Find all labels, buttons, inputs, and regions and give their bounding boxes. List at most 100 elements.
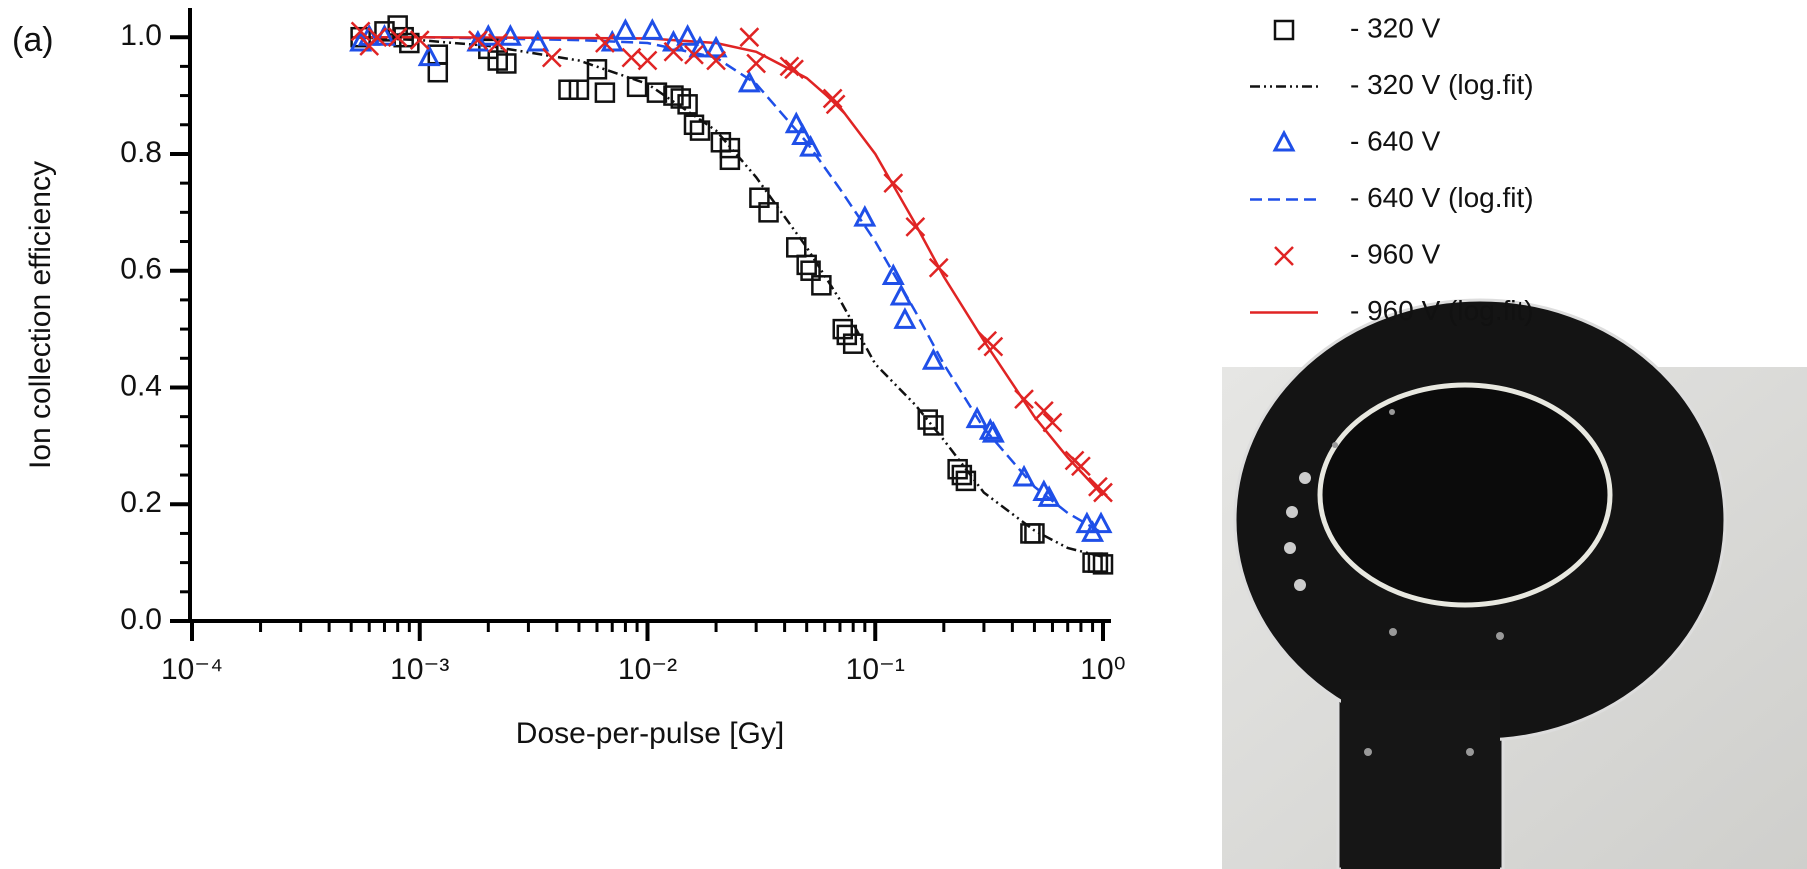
marker-square	[496, 53, 517, 74]
y-tick-label: 0.2	[120, 486, 162, 519]
marker-cross	[409, 30, 430, 50]
marker-triangle	[889, 283, 913, 306]
marker-cross	[663, 41, 684, 62]
marker-square	[1024, 523, 1045, 544]
marker-triangle	[417, 44, 441, 67]
marker-square	[1092, 554, 1114, 575]
marker-square	[786, 237, 807, 258]
marker-cross	[706, 50, 726, 71]
marker-square	[832, 318, 854, 340]
fit-line	[351, 35, 1104, 535]
marker-square	[758, 202, 779, 223]
marker-triangle	[784, 111, 808, 134]
marker-cross	[350, 21, 371, 42]
marker-cross	[1071, 456, 1091, 477]
marker-triangle	[688, 35, 712, 58]
marker-triangle	[640, 18, 664, 40]
marker-triangle	[965, 406, 989, 429]
marker-cross	[367, 27, 388, 48]
y-tick-label: 0.8	[120, 136, 162, 169]
marker-triangle	[613, 18, 637, 40]
marker-cross	[1014, 389, 1034, 410]
marker-cross	[883, 173, 904, 194]
legend-label: - 640 V	[1350, 125, 1441, 156]
marker-triangle	[676, 23, 700, 46]
marker-cross	[983, 336, 1004, 357]
x-tick-label: 10⁻¹	[846, 653, 905, 686]
x-tick-label: 10⁻³	[390, 653, 449, 686]
y-tick-label: 0.0	[120, 603, 162, 636]
marker-square	[558, 79, 579, 100]
marker-cross	[746, 53, 767, 74]
marker-triangle	[981, 420, 1005, 443]
marker-cross	[468, 30, 488, 50]
marker-cross	[739, 27, 760, 48]
marker-cross	[822, 88, 843, 109]
marker-square	[646, 82, 668, 103]
marker-cross	[621, 47, 642, 68]
marker-square	[917, 409, 938, 430]
panel-label: (a)	[12, 21, 54, 59]
legend-marker	[1273, 19, 1295, 41]
marker-cross	[387, 27, 408, 48]
legend-marker	[1274, 246, 1294, 266]
marker-square	[586, 59, 608, 80]
fit-line	[351, 35, 1104, 497]
marker-triangle	[853, 204, 877, 227]
marker-square	[683, 114, 705, 136]
marker-square	[796, 254, 817, 276]
marker-cross	[1093, 482, 1113, 503]
legend-label: - 320 V	[1350, 12, 1441, 43]
marker-triangle	[704, 35, 728, 58]
marker-triangle	[1037, 485, 1061, 507]
x-axis-title: Dose-per-pulse [Gy]	[516, 717, 784, 750]
marker-cross	[784, 59, 804, 80]
y-tick-label: 0.6	[120, 253, 162, 286]
marker-triangle	[1012, 464, 1036, 487]
marker-square	[951, 464, 973, 486]
marker-triangle	[799, 134, 823, 157]
marker-square	[955, 470, 977, 492]
marker-square	[387, 15, 408, 36]
marker-cross	[487, 33, 508, 53]
marker-square	[568, 79, 590, 100]
marker-square	[719, 137, 741, 159]
plot-area: 0.0 0.2 0.4 0.6 0.8 1.0 10⁻⁴ 10⁻³ 10⁻² 10⁻¹ 10⁰ - 3…	[120, 8, 1534, 686]
marker-triangle	[921, 347, 945, 370]
marker-triangle	[881, 263, 905, 286]
marker-cross	[1033, 400, 1054, 421]
marker-cross	[595, 33, 615, 53]
marker-square	[350, 26, 371, 48]
marker-square	[677, 94, 698, 115]
marker-triangle	[1089, 511, 1113, 534]
legend-label: - 320 V (log.fit)	[1350, 69, 1534, 100]
marker-square	[811, 275, 832, 296]
marker-triangle	[893, 307, 917, 329]
marker-cross	[684, 44, 704, 65]
marker-cross	[928, 257, 949, 278]
x-tick-label: 10⁻⁴	[161, 653, 223, 686]
marker-square	[626, 76, 648, 98]
fit-line	[351, 35, 1104, 559]
legend-marker	[1272, 129, 1296, 152]
marker-square	[594, 82, 616, 103]
marker-triangle	[737, 70, 761, 93]
marker-triangle	[791, 123, 815, 145]
marker-square	[393, 26, 414, 48]
y-tick-label: 0.4	[120, 369, 162, 402]
marker-square	[689, 120, 711, 141]
marker-square	[800, 260, 821, 281]
y-tick-label: 1.0	[120, 19, 162, 52]
marker-cross	[541, 47, 562, 68]
legend-label: - 640 V (log.fit)	[1350, 182, 1534, 213]
marker-square	[923, 415, 944, 436]
marker-cross	[905, 217, 926, 237]
marker-square	[1087, 552, 1109, 573]
marker-square	[719, 149, 741, 171]
marker-square	[670, 88, 692, 109]
marker-square	[842, 333, 864, 354]
legend-label: - 960 V	[1350, 238, 1441, 269]
legend-label: - 960 V (log.fit)	[1350, 295, 1534, 326]
marker-triangle	[526, 29, 550, 52]
photo	[1222, 298, 1807, 869]
